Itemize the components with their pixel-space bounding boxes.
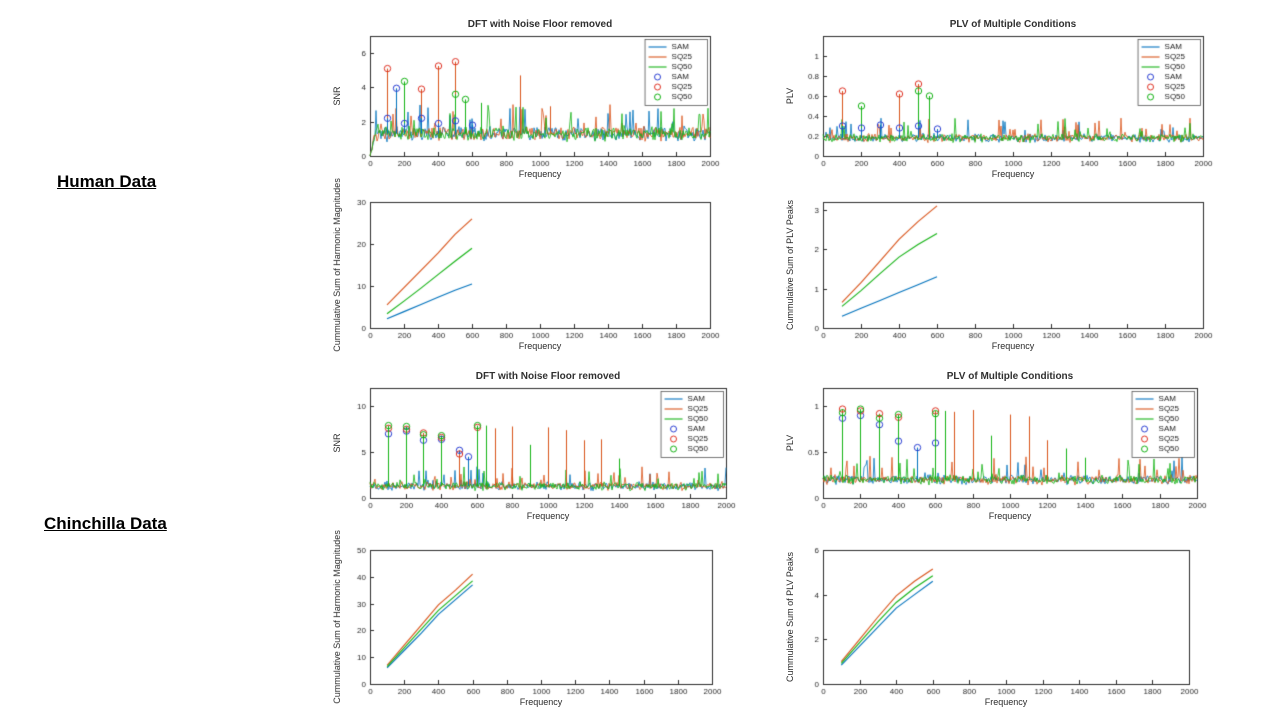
- chart-panel-cumulative-plv-human: Frequency Cummulative Sum of PLV Peaks: [785, 190, 1215, 362]
- y-axis-label: Cummulative Sum of Harmonic Magnitudes: [332, 178, 342, 352]
- x-axis-label: Frequency: [518, 169, 562, 179]
- chart-title: [370, 536, 712, 550]
- chart-panel-dft-human: DFT with Noise Floor removed Frequency S…: [330, 10, 740, 190]
- x-axis-label: Frequency: [526, 511, 570, 521]
- chart-title: DFT with Noise Floor removed: [467, 19, 613, 30]
- x-axis-label: Frequency: [991, 169, 1035, 179]
- y-axis-label: Cummulative Sum of PLV Peaks: [785, 200, 795, 330]
- cumulative-harmonics-human-plot-canvas: [330, 190, 740, 362]
- x-axis-label: Frequency: [984, 697, 1028, 707]
- y-axis-label: SNR: [332, 433, 342, 453]
- x-axis-label: Frequency: [988, 511, 1032, 521]
- row-label-chinchilla-data: Chinchilla Data: [44, 514, 167, 533]
- y-axis-label: SNR: [332, 86, 342, 106]
- x-axis-label: Frequency: [518, 341, 562, 351]
- y-axis-label: Cummulative Sum of PLV Peaks: [785, 552, 795, 682]
- x-axis-label: Frequency: [519, 697, 563, 707]
- chart-panel-cumulative-harmonics-human: Frequency Cummulative Sum of Harmonic Ma…: [330, 178, 740, 362]
- y-axis-label: PLV: [785, 87, 795, 105]
- cumulative-plv-chinchilla-plot-canvas: [785, 536, 1215, 716]
- chart-title: [370, 190, 710, 204]
- plv-human-plot-canvas: [785, 10, 1215, 190]
- chart-title: [823, 190, 1203, 204]
- chart-panel-dft-chinchilla: DFT with Noise Floor removed Frequency S…: [330, 362, 740, 532]
- row-label-human-data: Human Data: [57, 172, 157, 191]
- dft-chinchilla-plot-canvas: [330, 362, 740, 532]
- chart-title: PLV of Multiple Conditions: [946, 371, 1074, 382]
- chart-title: PLV of Multiple Conditions: [949, 19, 1077, 30]
- chart-title: DFT with Noise Floor removed: [475, 371, 621, 382]
- plv-chinchilla-plot-canvas: [785, 362, 1215, 532]
- chart-panel-cumulative-harmonics-chinchilla: Frequency Cummulative Sum of Harmonic Ma…: [330, 530, 740, 716]
- chart-panel-cumulative-plv-chinchilla: Frequency Cummulative Sum of PLV Peaks: [785, 536, 1215, 716]
- y-axis-label: Cummulative Sum of Harmonic Magnitudes: [332, 530, 342, 704]
- chart-title: [823, 536, 1189, 550]
- cumulative-harmonics-chinchilla-plot-canvas: [330, 536, 740, 716]
- x-axis-label: Frequency: [991, 341, 1035, 351]
- chart-panel-plv-chinchilla: PLV of Multiple Conditions Frequency PLV: [785, 362, 1215, 532]
- y-axis-label: PLV: [785, 434, 795, 452]
- dft-human-plot-canvas: [330, 10, 740, 190]
- cumulative-plv-human-plot-canvas: [785, 190, 1215, 362]
- chart-panel-plv-human: PLV of Multiple Conditions Frequency PLV: [785, 10, 1215, 190]
